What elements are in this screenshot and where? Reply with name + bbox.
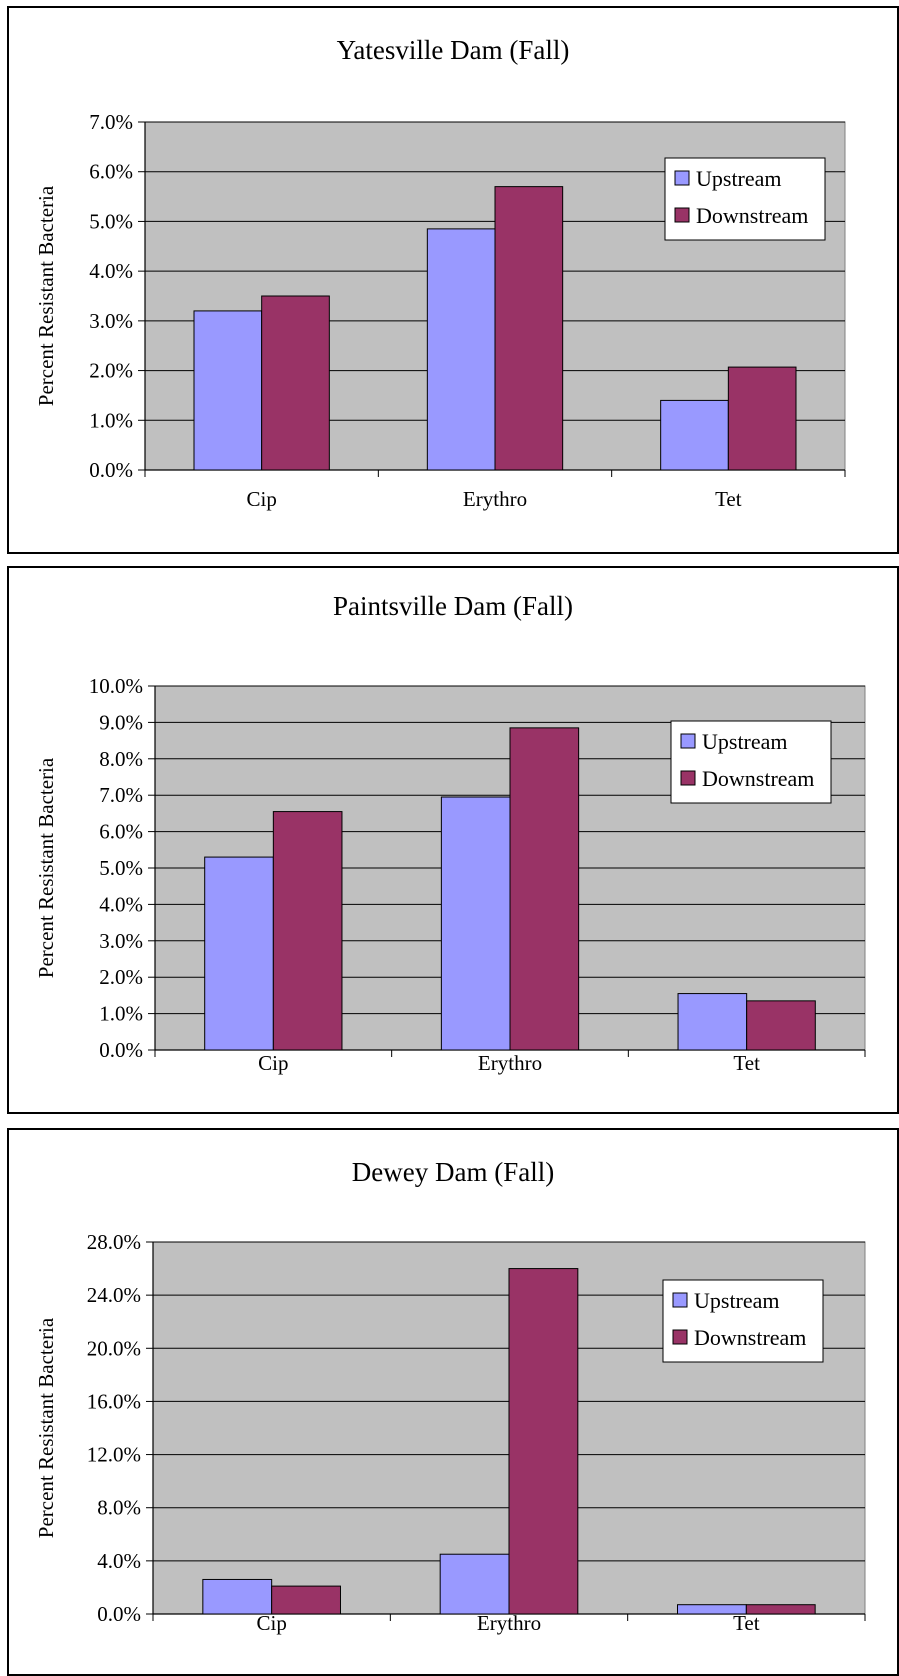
- y-tick-label: 4.0%: [99, 892, 143, 916]
- bar-upstream-cip: [202, 1578, 273, 1615]
- chart-title: Yatesville Dam (Fall): [337, 35, 570, 65]
- y-tick-label: 9.0%: [99, 710, 143, 734]
- chart-title: Dewey Dam (Fall): [352, 1157, 554, 1187]
- y-tick-label: 12.0%: [87, 1443, 141, 1467]
- bar-downstream-cip: [271, 1585, 341, 1615]
- bar-downstream-tet: [727, 366, 797, 471]
- legend-label-upstream: Upstream: [694, 1288, 780, 1313]
- chart-paintsville-dam: Paintsville Dam (Fall) 0.0% 1.0% 2.0% 3.0% 4.…: [7, 566, 899, 1114]
- legend-swatch-upstream: [674, 170, 690, 186]
- y-tick-label: 6.0%: [99, 820, 143, 844]
- y-tick-label: 0.0%: [89, 458, 133, 482]
- y-tick-label: 16.0%: [87, 1389, 141, 1413]
- bar-upstream-erythro: [426, 228, 496, 471]
- legend-swatch-downstream: [672, 1329, 688, 1345]
- y-tick-label: 0.0%: [99, 1038, 143, 1062]
- bar-upstream-cip: [204, 856, 274, 1051]
- chart-yatesville-dam: Yatesville Dam (Fall) 0.0% 1.0% 2.0% 3.0% 4.0…: [7, 6, 899, 554]
- y-tick-label: 4.0%: [97, 1549, 141, 1573]
- x-category-label: Erythro: [478, 1051, 542, 1075]
- y-tick-label: 5.0%: [89, 209, 133, 233]
- x-category-label: Cip: [246, 487, 276, 511]
- legend-label-upstream: Upstream: [696, 166, 782, 191]
- x-category-label: Erythro: [477, 1611, 541, 1635]
- y-axis-title: Percent Resistant Bacteria: [34, 1317, 58, 1538]
- y-tick-label: 4.0%: [89, 259, 133, 283]
- y-tick-label: 7.0%: [89, 110, 133, 134]
- y-tick-label: 28.0%: [87, 1230, 141, 1254]
- x-category-label: Tet: [715, 487, 742, 511]
- y-tick-label: 1.0%: [89, 408, 133, 432]
- legend-label-downstream: Downstream: [694, 1325, 806, 1350]
- legend-swatch-upstream: [680, 733, 696, 749]
- y-tick-label: 6.0%: [89, 160, 133, 184]
- y-tick-label: 3.0%: [89, 309, 133, 333]
- legend-box: [664, 157, 826, 241]
- bar-downstream-erythro: [508, 1268, 579, 1615]
- y-tick-label: 2.0%: [99, 965, 143, 989]
- bar-upstream-erythro: [439, 1553, 510, 1615]
- x-category-label: Tet: [733, 1051, 760, 1075]
- y-tick-label: 5.0%: [99, 856, 143, 880]
- y-tick-label: 3.0%: [99, 929, 143, 953]
- x-category-label: Cip: [258, 1051, 288, 1075]
- legend-label-downstream: Downstream: [696, 203, 808, 228]
- bar-upstream-tet: [677, 993, 748, 1051]
- y-tick-label: 20.0%: [87, 1336, 141, 1360]
- bar-downstream-tet: [746, 1000, 816, 1051]
- legend-swatch-downstream: [680, 770, 696, 786]
- y-tick-label: 7.0%: [99, 783, 143, 807]
- chart-title: Paintsville Dam (Fall): [333, 591, 573, 621]
- bar-upstream-cip: [193, 310, 263, 471]
- y-tick-label: 24.0%: [87, 1283, 141, 1307]
- legend-box: [670, 720, 832, 804]
- bar-downstream-tet: [745, 1604, 816, 1615]
- chart-svg-dewey-dam: Dewey Dam (Fall) 0.0% 4.0% 8.0% 12.0% 16.0% 20…: [34, 1157, 866, 1635]
- y-tick-label: 10.0%: [89, 674, 143, 698]
- chart-dewey-dam: Dewey Dam (Fall) 0.0% 4.0% 8.0% 12.0% 16.0% 20…: [7, 1128, 899, 1676]
- legend-swatch-upstream: [672, 1292, 688, 1308]
- bar-downstream-cip: [272, 811, 343, 1051]
- chart-svg-paintsville-dam: Paintsville Dam (Fall) 0.0% 1.0% 2.0% 3.0% 4.…: [34, 591, 866, 1075]
- x-category-label: Tet: [733, 1611, 760, 1635]
- bar-downstream-erythro: [509, 727, 580, 1051]
- legend-label-upstream: Upstream: [702, 729, 788, 754]
- y-tick-label: 1.0%: [99, 1002, 143, 1026]
- x-category-label: Cip: [256, 1611, 286, 1635]
- bar-upstream-tet: [660, 399, 729, 471]
- y-axis-title: Percent Resistant Bacteria: [34, 185, 58, 406]
- x-category-label: Erythro: [463, 487, 527, 511]
- y-tick-label: 0.0%: [97, 1602, 141, 1626]
- legend-label-downstream: Downstream: [702, 766, 814, 791]
- legend-swatch-downstream: [674, 207, 690, 223]
- bar-downstream-erythro: [494, 186, 564, 471]
- bar-upstream-erythro: [440, 796, 511, 1051]
- y-tick-label: 8.0%: [99, 747, 143, 771]
- y-axis-title: Percent Resistant Bacteria: [34, 757, 58, 978]
- y-tick-label: 8.0%: [97, 1496, 141, 1520]
- y-tick-label: 2.0%: [89, 359, 133, 383]
- legend-box: [662, 1279, 824, 1363]
- bar-downstream-cip: [261, 295, 330, 471]
- chart-svg-yatesville-dam: Yatesville Dam (Fall) 0.0% 1.0% 2.0% 3.0% 4.0…: [34, 35, 846, 511]
